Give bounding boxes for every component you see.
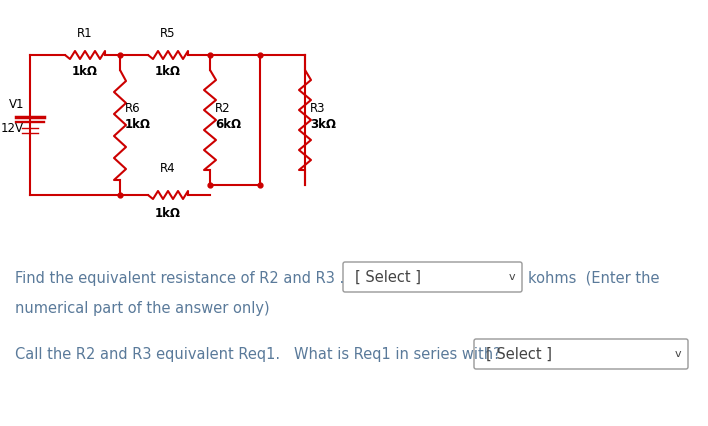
Text: v: v xyxy=(675,349,681,359)
Text: 12V: 12V xyxy=(1,121,24,135)
Text: 6kΩ: 6kΩ xyxy=(215,118,241,132)
FancyBboxPatch shape xyxy=(343,262,522,292)
Text: 1kΩ: 1kΩ xyxy=(125,118,151,132)
Text: 1kΩ: 1kΩ xyxy=(155,65,181,78)
FancyBboxPatch shape xyxy=(474,339,688,369)
Text: R3: R3 xyxy=(310,101,326,115)
Text: 1kΩ: 1kΩ xyxy=(155,207,181,220)
Text: v: v xyxy=(508,272,515,282)
Text: R1: R1 xyxy=(77,27,93,40)
Text: R6: R6 xyxy=(125,101,141,115)
Text: R4: R4 xyxy=(160,162,176,175)
Text: R2: R2 xyxy=(215,101,231,115)
Text: kohms  (Enter the: kohms (Enter the xyxy=(528,271,659,285)
Text: 3kΩ: 3kΩ xyxy=(310,118,336,132)
Text: [ Select ]: [ Select ] xyxy=(486,346,552,362)
Text: Call the R2 and R3 equivalent Req1.   What is Req1 in series with?: Call the R2 and R3 equivalent Req1. What… xyxy=(15,348,501,363)
Text: R5: R5 xyxy=(160,27,176,40)
Text: V1: V1 xyxy=(8,98,24,112)
Text: [ Select ]: [ Select ] xyxy=(355,270,421,285)
Text: Find the equivalent resistance of R2 and R3 .: Find the equivalent resistance of R2 and… xyxy=(15,271,344,285)
Text: 1kΩ: 1kΩ xyxy=(72,65,98,78)
Text: numerical part of the answer only): numerical part of the answer only) xyxy=(15,300,270,316)
